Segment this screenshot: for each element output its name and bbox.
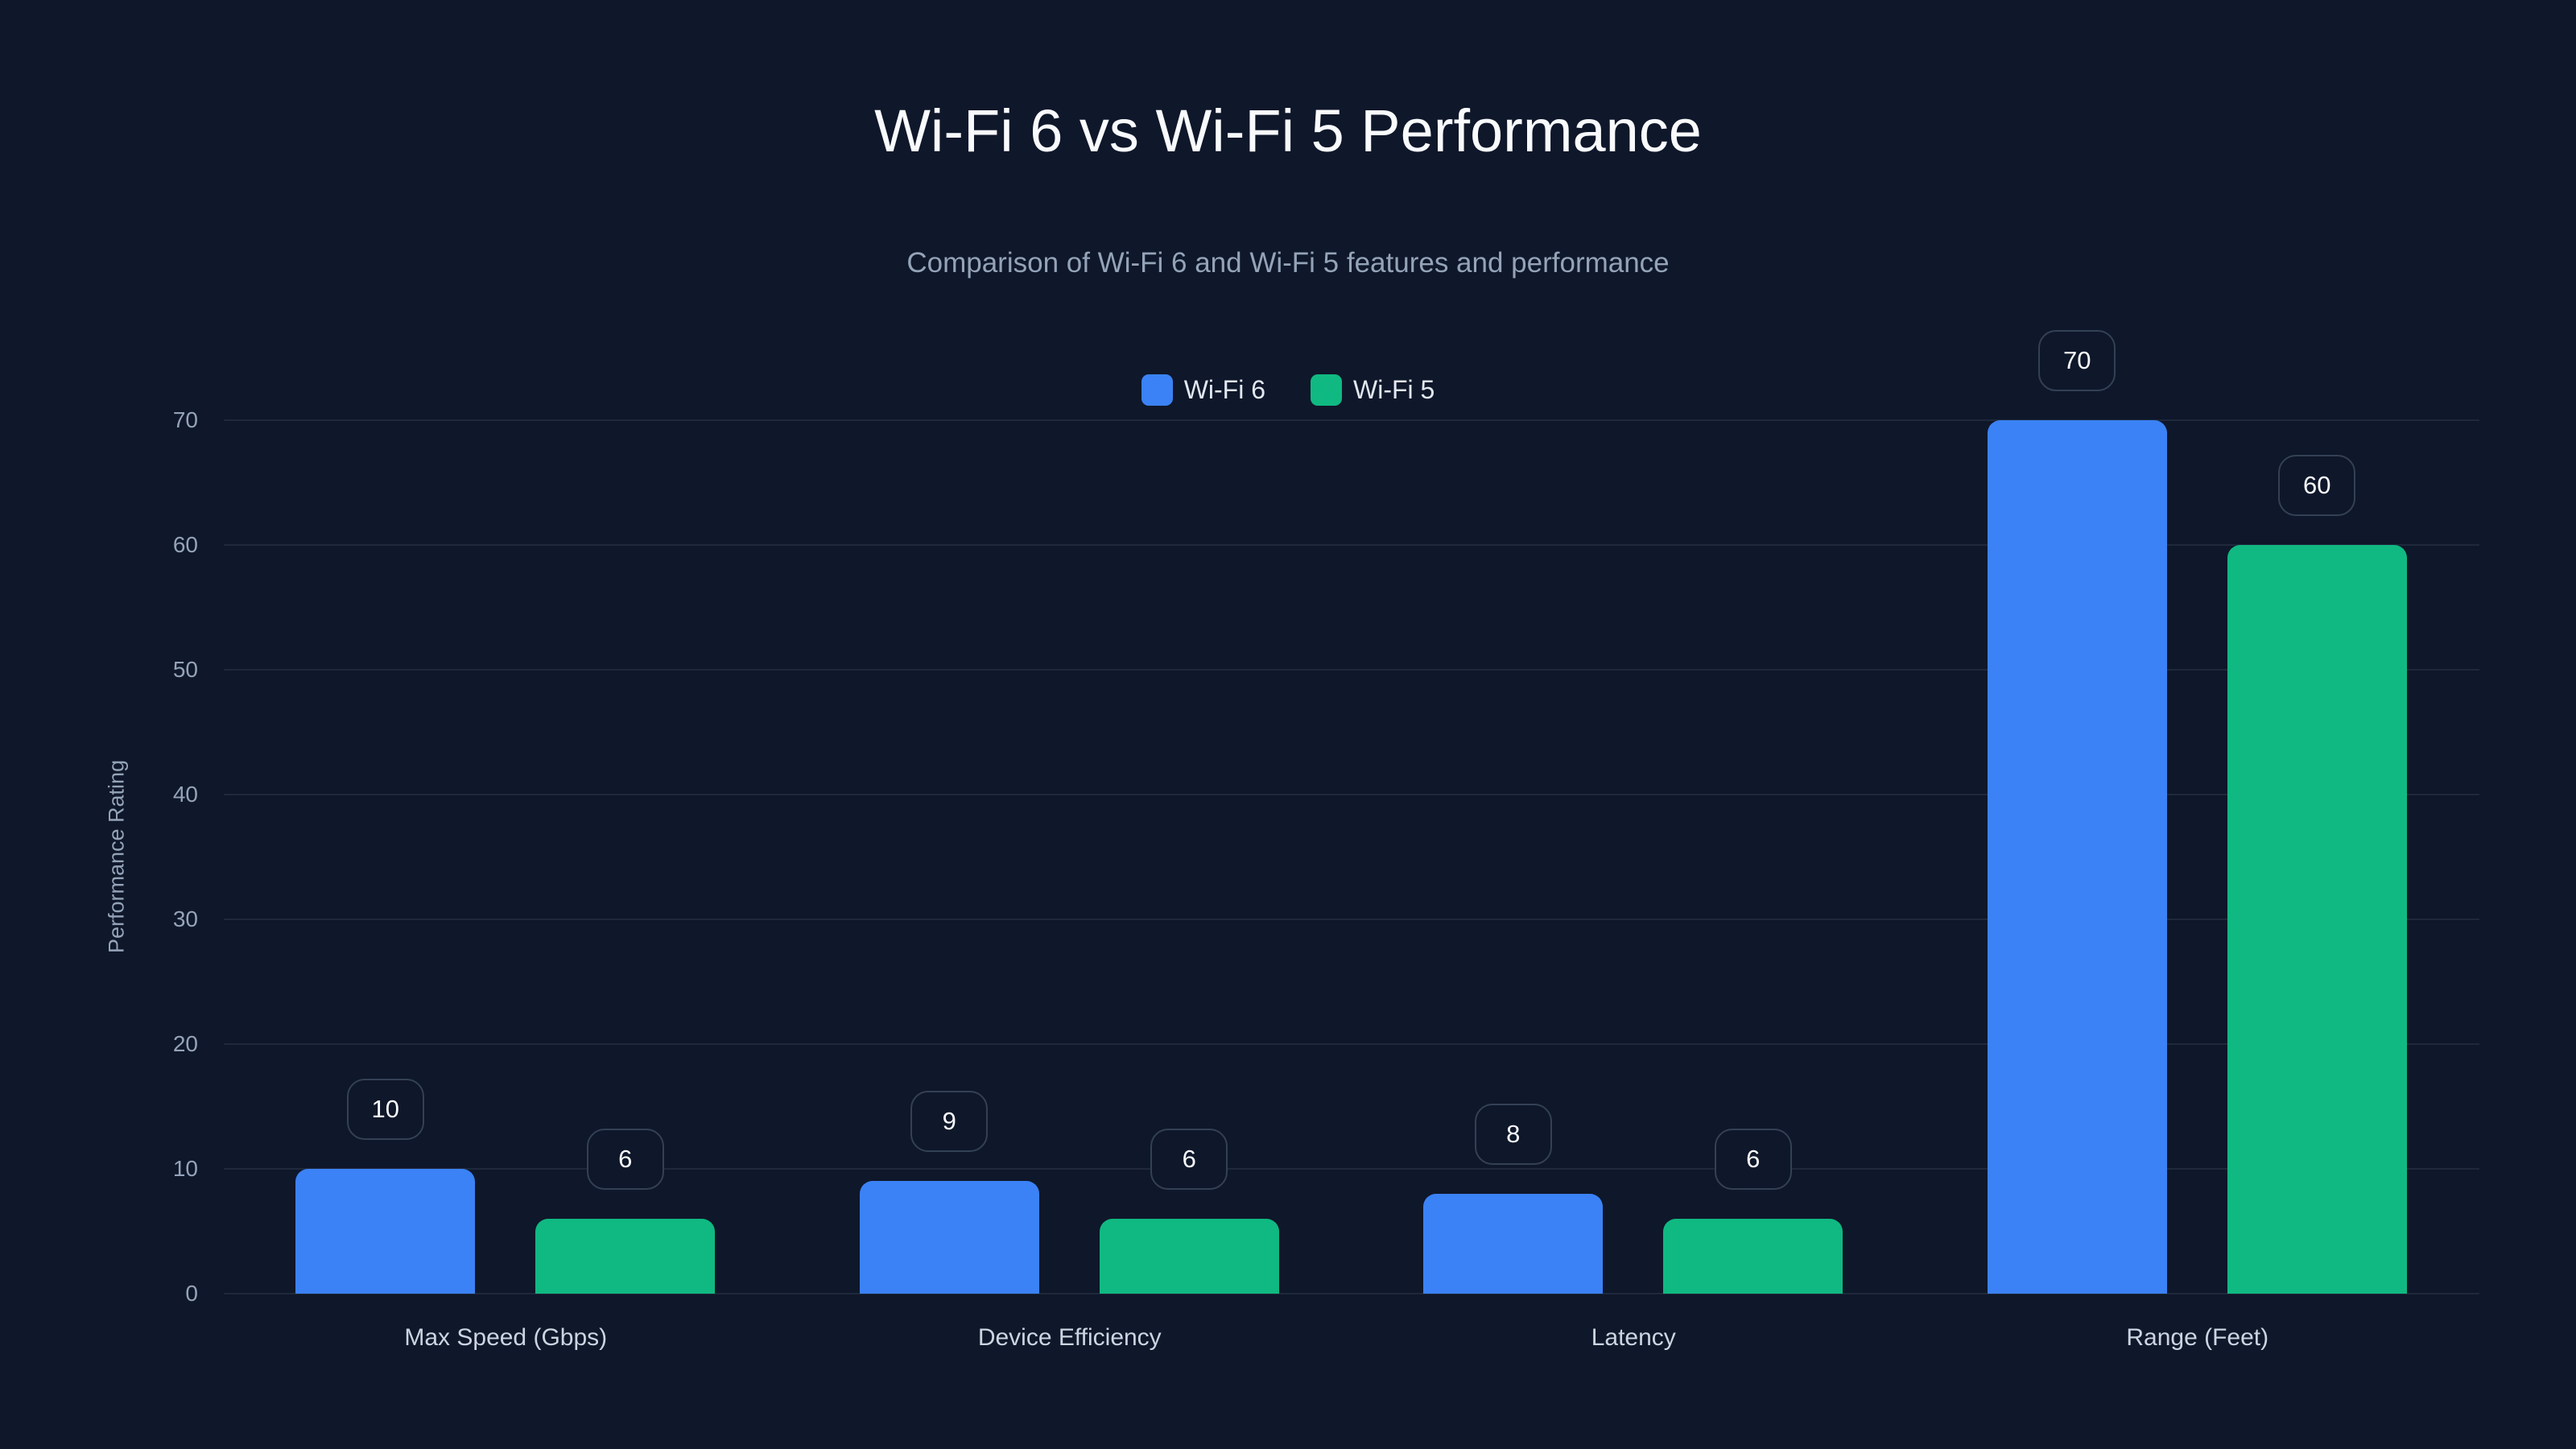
x-category-label: Max Speed (Gbps): [404, 1324, 608, 1351]
gridline: [224, 543, 2479, 546]
data-label: 9: [910, 1091, 989, 1153]
bar-wi-fi-6[interactable]: [1423, 1193, 1604, 1294]
y-tick-label: 70: [172, 407, 198, 432]
data-label: 10: [346, 1078, 424, 1140]
gridline: [224, 419, 2479, 421]
y-tick-label: 50: [172, 656, 198, 682]
y-tick-label: 10: [172, 1155, 198, 1181]
data-label: 6: [1150, 1128, 1228, 1190]
bar-wi-fi-5[interactable]: [2227, 544, 2407, 1294]
legend-item-wifi5[interactable]: Wi-Fi 5: [1311, 374, 1435, 406]
bar-wi-fi-5[interactable]: [1663, 1218, 1843, 1294]
gridline: [224, 918, 2479, 920]
legend-swatch-wifi6-icon: [1141, 374, 1173, 406]
y-tick-label: 0: [185, 1281, 198, 1306]
legend: Wi-Fi 6 Wi-Fi 5: [0, 374, 2576, 406]
legend-label: Wi-Fi 6: [1183, 375, 1265, 404]
data-label: 6: [586, 1128, 664, 1190]
gridline: [224, 1293, 2479, 1294]
chart-title: Wi-Fi 6 vs Wi-Fi 5 Performance: [874, 97, 1702, 164]
legend-label: Wi-Fi 5: [1353, 375, 1435, 404]
bar-wi-fi-5[interactable]: [1099, 1218, 1279, 1294]
bar-wi-fi-6[interactable]: [859, 1181, 1039, 1294]
gridline: [224, 793, 2479, 795]
plot-area: 10 6 Max Speed (Gbps) 9 6 Device Efficiency 8 6…: [224, 0, 2479, 1449]
data-label: 70: [2038, 329, 2116, 391]
x-category-label: Latency: [1591, 1324, 1676, 1351]
y-tick-label: 40: [172, 781, 198, 807]
gridline: [224, 668, 2479, 671]
y-tick-label: 60: [172, 531, 198, 557]
data-label: 8: [1474, 1103, 1552, 1165]
bar-wi-fi-6[interactable]: [295, 1168, 476, 1294]
data-label: 6: [1714, 1128, 1792, 1190]
legend-item-wifi6[interactable]: Wi-Fi 6: [1141, 374, 1265, 406]
legend-swatch-wifi5-icon: [1311, 374, 1342, 406]
chart-subtitle: Comparison of Wi-Fi 6 and Wi-Fi 5 featur…: [906, 247, 1670, 279]
x-category-label: Device Efficiency: [977, 1324, 1162, 1351]
x-category-label: Range (Feet): [2126, 1324, 2269, 1351]
y-tick-label: 20: [172, 1030, 198, 1056]
gridline: [224, 1042, 2479, 1045]
y-tick-label: 30: [172, 906, 198, 931]
gridline: [224, 1167, 2479, 1170]
bar-wi-fi-6[interactable]: [1987, 419, 2167, 1294]
bar-wi-fi-5[interactable]: [535, 1218, 716, 1294]
data-label: 60: [2278, 454, 2356, 516]
